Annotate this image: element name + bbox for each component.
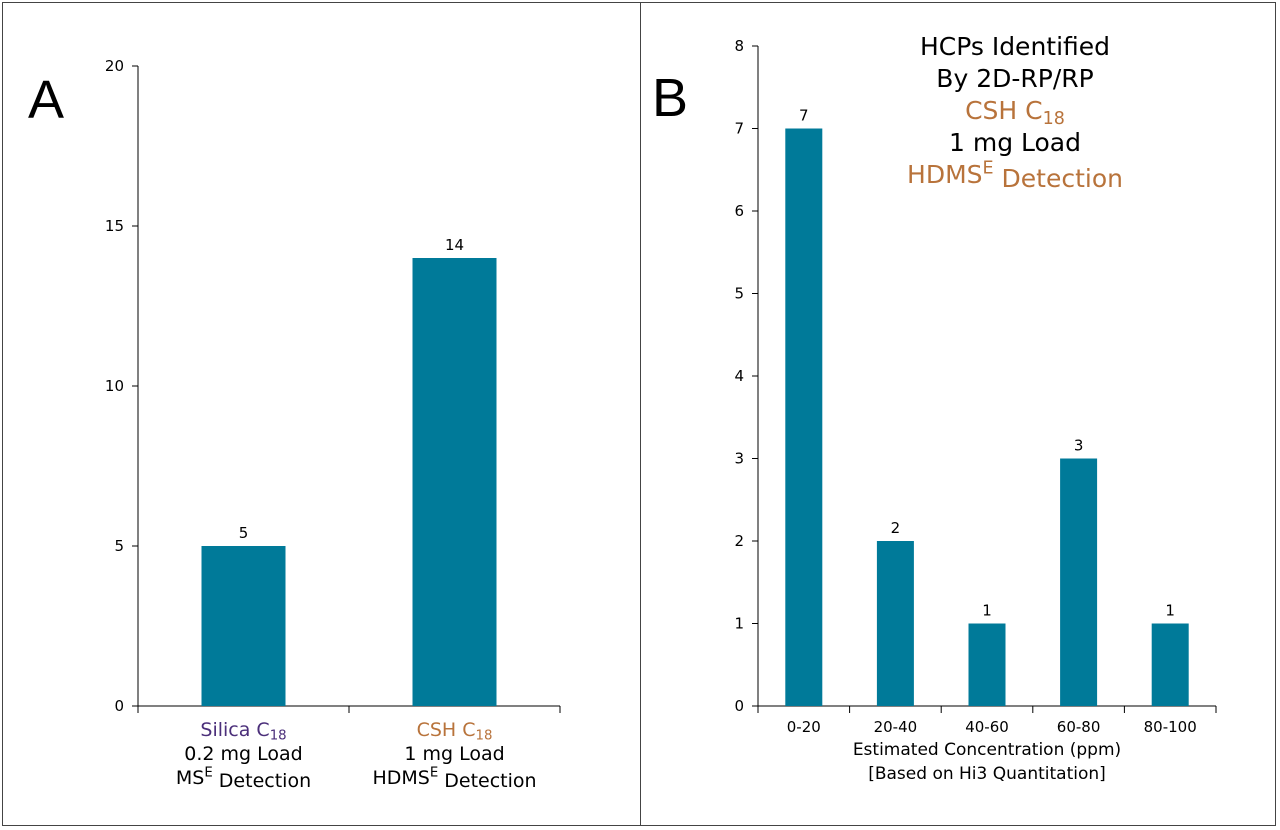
y-tick-label: 5 <box>114 537 124 555</box>
y-tick-label: 4 <box>734 367 744 385</box>
chart-title-line: HCPs Identified <box>920 32 1110 61</box>
chart-title-line-part: HDMS <box>907 160 983 189</box>
chart-title-line-part: HCPs Identified <box>920 32 1110 61</box>
chart-title-line: HDMSE Detection <box>907 158 1123 193</box>
x-tick-label: 60-80 <box>1057 718 1101 736</box>
chart-title-line: By 2D-RP/RP <box>936 64 1093 93</box>
y-tick-label: 20 <box>105 57 124 75</box>
y-tick-label: 7 <box>734 120 744 138</box>
data-label: 7 <box>799 107 809 125</box>
x-tick-label: 20-40 <box>874 718 918 736</box>
panel-divider <box>640 2 641 826</box>
y-tick-label: 15 <box>105 217 124 235</box>
chart-title-line-part: CSH C <box>965 96 1043 125</box>
bar <box>1151 623 1189 706</box>
data-label: 5 <box>239 524 249 542</box>
data-label: 14 <box>445 236 464 254</box>
panel-label: B <box>652 68 688 128</box>
bar <box>968 623 1006 706</box>
x-category-label: 1 mg Load <box>404 743 504 765</box>
x-category-label-part: 18 <box>476 729 493 744</box>
chart-title-line-part: Detection <box>994 164 1123 193</box>
data-label: 1 <box>1165 602 1175 620</box>
x-category-label-part: HDMS <box>372 767 429 789</box>
bar <box>201 546 286 706</box>
y-tick-label: 6 <box>734 202 744 220</box>
x-category-label: CSH C18 <box>417 719 493 744</box>
data-label: 1 <box>982 602 992 620</box>
x-category-label-part: Detection <box>438 770 536 792</box>
chart-title-line: CSH C18 <box>965 96 1065 129</box>
x-axis-title: Estimated Concentration (ppm) <box>853 740 1121 760</box>
x-tick-label: 80-100 <box>1144 718 1197 736</box>
y-tick-label: 1 <box>734 615 744 633</box>
data-label: 3 <box>1074 437 1084 455</box>
x-category-label-part: E <box>430 766 438 781</box>
y-tick-label: 5 <box>734 285 744 303</box>
x-category-label: HDMSE Detection <box>372 766 536 792</box>
x-category-label: MSE Detection <box>176 766 311 792</box>
x-category-label-part: 0.2 mg Load <box>184 743 302 765</box>
y-tick-label: 0 <box>734 697 744 715</box>
panel-b-chart: B 0 1 2 3 4 5 6 7 8 7 0-20 2 20-40 1 40-60 3 60-80 1 80-100… <box>652 32 1217 784</box>
y-tick-label: 8 <box>734 37 744 55</box>
bar <box>1060 458 1098 706</box>
data-label: 2 <box>891 519 901 537</box>
y-tick-label: 2 <box>734 532 744 550</box>
x-category-label-part: Detection <box>213 770 311 792</box>
chart-title-line-part: 1 mg Load <box>949 128 1081 157</box>
y-tick-label: 10 <box>105 377 124 395</box>
panel-label: A <box>28 70 64 130</box>
x-axis-title: [Based on Hi3 Quantitation] <box>868 764 1106 784</box>
x-category-label-part: MS <box>176 767 204 789</box>
x-tick-label: 0-20 <box>787 718 821 736</box>
x-tick-label: 40-60 <box>965 718 1009 736</box>
chart-title-line-part: 18 <box>1043 109 1065 129</box>
chart-title-line: 1 mg Load <box>949 128 1081 157</box>
x-category-label-part: 1 mg Load <box>404 743 504 765</box>
x-category-label: 0.2 mg Load <box>184 743 302 765</box>
x-category-label: Silica C18 <box>200 719 286 744</box>
chart-title-line-part: By 2D-RP/RP <box>936 64 1093 93</box>
x-category-label-part: Silica C <box>200 719 269 741</box>
x-category-label-part: CSH C <box>417 719 476 741</box>
bar <box>412 258 497 706</box>
bar <box>876 541 914 706</box>
chart-title-line-part: E <box>983 158 994 178</box>
x-category-label-part: 18 <box>270 729 287 744</box>
y-tick-label: 3 <box>734 450 744 468</box>
y-tick-label: 0 <box>114 697 124 715</box>
bar <box>785 128 823 706</box>
x-category-label-part: E <box>204 766 212 781</box>
